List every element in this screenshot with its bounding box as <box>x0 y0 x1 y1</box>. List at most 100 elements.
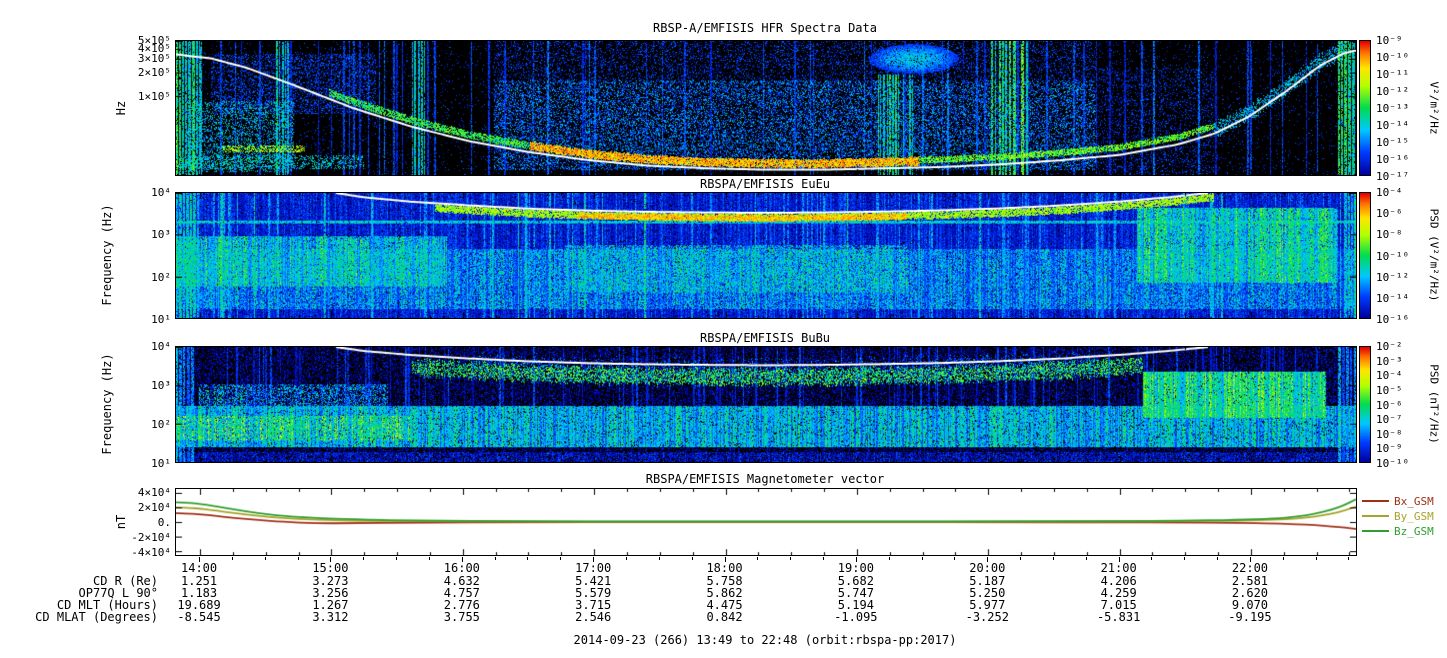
ephemeris-value: 5.421 <box>575 574 612 588</box>
legend-line-swatch <box>1362 530 1389 532</box>
eueu-colorbar <box>1359 192 1371 319</box>
x-axis-minor-tick <box>921 557 923 560</box>
ephemeris-value: 3.715 <box>575 598 612 612</box>
colorbar-tick-label: 10⁻¹⁶ <box>1376 313 1410 326</box>
x-axis-minor-tick <box>1184 557 1186 560</box>
y-tick-label: 10¹ <box>151 457 171 470</box>
x-axis-tick <box>987 557 989 562</box>
y-tick-label: 10³ <box>151 228 171 242</box>
colorbar-tick-label: 10⁻⁵ <box>1376 383 1403 397</box>
hfr-colorbar <box>1359 40 1371 176</box>
legend-line-swatch <box>1362 500 1389 502</box>
colorbar-tick-label: 10⁻⁷ <box>1376 413 1403 427</box>
x-axis-tick <box>593 557 595 562</box>
ephemeris-value: 19.689 <box>177 598 221 612</box>
ephemeris-value: 5.579 <box>575 586 612 600</box>
x-axis-minor-tick <box>1315 557 1317 560</box>
colorbar-tick-label: 10⁻⁹ <box>1376 442 1403 456</box>
x-axis-minor-tick <box>1052 557 1054 560</box>
ephemeris-value: 5.977 <box>969 598 1006 612</box>
y-tick-label: -2×10⁴ <box>131 531 171 545</box>
colorbar-tick-label: 10⁻¹⁰ <box>1376 457 1410 470</box>
ephemeris-row-label: CD MLT (Hours) <box>56 598 158 612</box>
ephemeris-row-label: CD R (Re) <box>92 574 158 588</box>
ephemeris-value: 4.757 <box>443 586 480 600</box>
y-axis-label: Frequency (Hz) <box>100 353 114 455</box>
ephemeris-row-label: OP77Q L 90° <box>78 586 158 600</box>
ephemeris-value: 3.273 <box>312 574 349 588</box>
y-tick-label: -4×10⁴ <box>131 546 171 560</box>
time-tick-label: 19:00 <box>837 561 874 575</box>
ephemeris-value: 3.256 <box>312 586 349 600</box>
time-tick-label: 17:00 <box>575 561 612 575</box>
y-tick-label: 2×10⁵ <box>137 65 171 79</box>
colorbar-tick-label: 10⁻¹⁴ <box>1376 291 1410 305</box>
x-axis-minor-tick <box>954 557 956 560</box>
legend-label: Bx_GSM <box>1394 495 1434 508</box>
y-tick-label: 10² <box>151 418 171 432</box>
x-axis-minor-tick <box>757 557 759 560</box>
y-tick-label: 10¹ <box>151 313 171 326</box>
x-axis-minor-tick <box>264 557 266 560</box>
time-tick-label: 22:00 <box>1231 561 1269 575</box>
ephemeris-value: 5.758 <box>706 574 743 588</box>
x-axis-minor-tick <box>1085 557 1087 560</box>
colorbar-tick-label: 10⁻¹² <box>1376 85 1410 98</box>
ephemeris-value: 7.015 <box>1100 598 1137 612</box>
colorbar-tick-label: 10⁻¹⁰ <box>1376 249 1410 263</box>
ephemeris-value: -5.831 <box>1096 610 1141 624</box>
y-tick-label: 5×10⁵ <box>137 34 171 47</box>
colorbar-tick-label: 10⁻¹² <box>1376 270 1410 284</box>
x-axis-minor-tick <box>428 557 430 560</box>
ephemeris-value: -9.195 <box>1228 610 1272 624</box>
ephemeris-value: 5.862 <box>706 586 743 600</box>
panel-title: RBSPA/EMFISIS BuBu <box>699 331 831 345</box>
colorbar-tick-label: 10⁻¹⁷ <box>1376 170 1410 183</box>
x-axis-minor-tick <box>560 557 562 560</box>
ephemeris-value: 2.546 <box>575 610 612 624</box>
y-axis-label: Frequency (Hz) <box>100 204 114 306</box>
ephemeris-value: -3.252 <box>965 610 1009 624</box>
panel-title: RBSPA/EMFISIS Magnetometer vector <box>645 472 885 486</box>
bubu-colorbar <box>1359 346 1371 463</box>
x-axis-minor-tick <box>1282 557 1284 560</box>
ephemeris-value: 4.206 <box>1100 574 1137 588</box>
time-tick-label: 15:00 <box>312 561 349 575</box>
colorbar-tick-label: 10⁻¹³ <box>1376 102 1410 115</box>
ephemeris-value: 1.251 <box>181 574 218 588</box>
colorbar-tick-label: 10⁻⁶ <box>1376 207 1403 221</box>
x-axis-minor-tick <box>1151 557 1153 560</box>
x-axis-tick <box>1249 557 1251 562</box>
colorbar-tick-label: 10⁻⁴ <box>1376 186 1403 199</box>
y-tick-label: 10⁴ <box>151 186 171 199</box>
panel-title: RBSPA/EMFISIS EuEu <box>699 177 831 191</box>
ephemeris-value: 3.312 <box>312 610 349 624</box>
legend-label: Bz_GSM <box>1394 525 1434 538</box>
x-axis-minor-tick <box>790 557 792 560</box>
ephemeris-value: 4.475 <box>706 598 743 612</box>
y-tick-label: 10² <box>151 270 171 284</box>
x-axis-minor-tick <box>658 557 660 560</box>
x-axis-tick <box>1118 557 1120 562</box>
y-tick-label: 10⁴ <box>151 340 171 353</box>
y-tick-label: 4×10⁵ <box>137 41 171 55</box>
ephemeris-value: 5.682 <box>837 574 874 588</box>
colorbar-tick-label: 10⁻⁸ <box>1376 228 1403 242</box>
bubu-colorbar-unit: PSD (nT²/Hz) <box>1427 364 1441 444</box>
ephemeris-value: 5.250 <box>969 586 1006 600</box>
ephemeris-value: 1.183 <box>181 586 218 600</box>
colorbar-tick-label: 10⁻¹⁴ <box>1376 119 1410 132</box>
ephemeris-value: 9.070 <box>1231 598 1269 612</box>
colorbar-tick-label: 10⁻¹⁵ <box>1376 136 1410 149</box>
x-axis-minor-tick <box>527 557 529 560</box>
x-axis-tick <box>461 557 463 562</box>
colorbar-tick-label: 10⁻⁸ <box>1376 427 1403 441</box>
colorbar-tick-label: 10⁻¹¹ <box>1376 68 1410 81</box>
x-axis-minor-tick <box>1348 557 1350 560</box>
ephemeris-value: 0.842 <box>706 610 743 624</box>
legend-line-swatch <box>1362 515 1389 517</box>
bubu-spectrogram <box>175 346 1357 463</box>
y-tick-label: 2×10⁴ <box>137 500 171 514</box>
x-axis-minor-tick <box>625 557 627 560</box>
ephemeris-value: 5.187 <box>969 574 1006 588</box>
